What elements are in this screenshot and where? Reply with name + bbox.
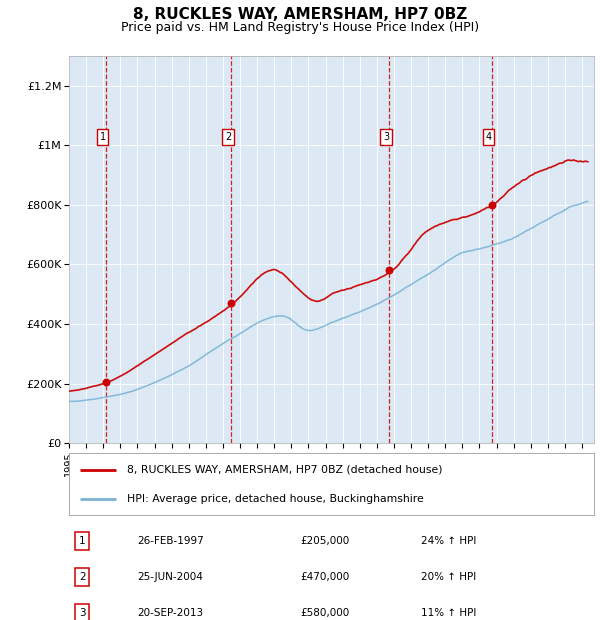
Text: Price paid vs. HM Land Registry's House Price Index (HPI): Price paid vs. HM Land Registry's House …: [121, 21, 479, 34]
Point: [101, 377, 110, 387]
Text: 25-JUN-2004: 25-JUN-2004: [137, 572, 203, 582]
Text: 8, RUCKLES WAY, AMERSHAM, HP7 0BZ (detached house): 8, RUCKLES WAY, AMERSHAM, HP7 0BZ (detac…: [127, 465, 442, 475]
Text: 1: 1: [100, 132, 106, 142]
Text: 1: 1: [79, 536, 85, 546]
Text: 11% ↑ HPI: 11% ↑ HPI: [421, 608, 476, 618]
Text: 3: 3: [79, 608, 85, 618]
Text: HPI: Average price, detached house, Buckinghamshire: HPI: Average price, detached house, Buck…: [127, 494, 424, 504]
Text: 24% ↑ HPI: 24% ↑ HPI: [421, 536, 476, 546]
Text: 2: 2: [79, 572, 85, 582]
Text: 4: 4: [485, 132, 492, 142]
Text: £205,000: £205,000: [300, 536, 349, 546]
Text: 20-SEP-2013: 20-SEP-2013: [137, 608, 203, 618]
Text: £580,000: £580,000: [300, 608, 349, 618]
Text: £470,000: £470,000: [300, 572, 349, 582]
Point: [385, 265, 394, 275]
Text: 2: 2: [225, 132, 231, 142]
Point: [487, 200, 497, 210]
Text: 3: 3: [383, 132, 389, 142]
Point: [226, 298, 236, 308]
Text: 8, RUCKLES WAY, AMERSHAM, HP7 0BZ: 8, RUCKLES WAY, AMERSHAM, HP7 0BZ: [133, 7, 467, 22]
Text: 20% ↑ HPI: 20% ↑ HPI: [421, 572, 476, 582]
Text: 26-FEB-1997: 26-FEB-1997: [137, 536, 204, 546]
